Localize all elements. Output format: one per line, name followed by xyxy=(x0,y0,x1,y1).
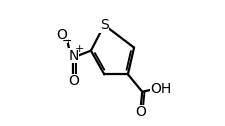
Text: O: O xyxy=(56,28,67,42)
Text: O: O xyxy=(68,74,79,88)
Text: N: N xyxy=(68,49,78,63)
Text: OH: OH xyxy=(149,82,171,96)
Text: O: O xyxy=(134,105,145,119)
Text: +: + xyxy=(74,44,83,54)
Text: −: − xyxy=(62,34,72,47)
Text: S: S xyxy=(99,18,108,32)
